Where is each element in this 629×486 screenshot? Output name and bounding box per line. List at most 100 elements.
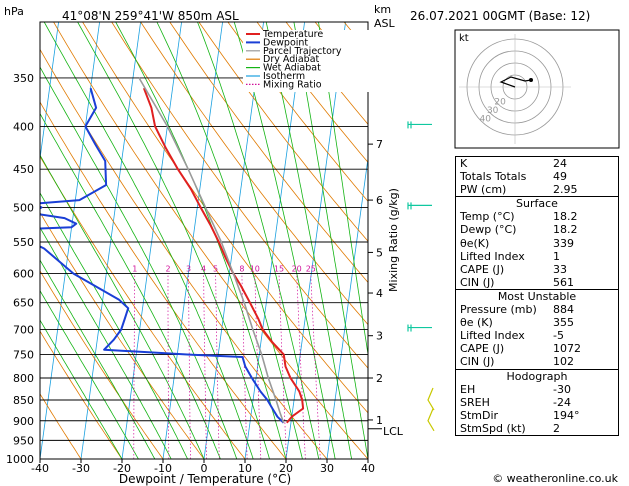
hodograph-kt-label: kt — [459, 33, 469, 44]
lcl-label: LCL — [383, 425, 404, 438]
dry-adiabat-line — [227, 22, 368, 202]
dry-adiabat-line — [40, 155, 246, 459]
index-row: K 24 — [456, 157, 618, 170]
wind-barb-shaft — [427, 387, 435, 411]
x-tick-label: 0 — [201, 462, 208, 475]
hodograph-stat-label: StmSpd (kt) — [460, 421, 526, 435]
hodograph-table-title: Hodograph — [456, 368, 618, 383]
index-label: K — [460, 157, 468, 170]
x-tick-label: -10 — [154, 462, 172, 475]
surface-label: CIN (J) — [460, 275, 495, 289]
plot-area — [40, 22, 368, 459]
hodograph-stat-label: SREH — [460, 395, 490, 409]
hodograph-stat-value: 194° — [553, 408, 580, 422]
mixing-ratio-line — [215, 273, 220, 459]
temperature-axis: -40 -30 -20 -10 0 10 20 30 40 — [31, 459, 375, 475]
surface-label: Dewp (°C) — [460, 223, 517, 237]
legend-entry: Wet Adiabat — [263, 63, 321, 74]
surface-title: Surface — [456, 196, 618, 210]
pressure-tick-label: 450 — [13, 163, 34, 176]
wind-barb — [407, 202, 432, 210]
mixing-ratio-label: 20 — [292, 265, 302, 274]
isotherm-line — [80, 22, 141, 459]
wind-barbs — [407, 121, 435, 432]
km-tick-label: 4 — [376, 287, 383, 300]
most-unstable-label: Pressure (mb) — [460, 303, 537, 317]
isotherm-line — [244, 22, 305, 459]
mixing-ratio-lines — [133, 273, 321, 459]
surface-label: CAPE (J) — [460, 262, 505, 276]
pressure-tick-label: 1000 — [6, 453, 34, 466]
most-unstable-label: Lifted Index — [460, 329, 525, 343]
index-label: Totals Totals — [460, 170, 527, 184]
surface-label: Lifted Index — [460, 249, 525, 263]
pressure-tick-label: 850 — [13, 394, 34, 407]
wet-adiabat-line — [77, 22, 270, 459]
surface-value: 1 — [553, 249, 560, 263]
surface-row: Dewp (°C) 18.2 — [456, 223, 618, 236]
pressure-axis: 350 400 450 500 550 600 650 700 750 800 850 900 950 1… — [6, 72, 34, 466]
x-tick-label: 20 — [279, 462, 293, 475]
series-parcel-trajectory — [138, 77, 285, 424]
km-tick-label: 2 — [376, 372, 383, 385]
legend-entry: Parcel Trajectory — [263, 46, 342, 57]
pressure-tick-label: 500 — [13, 201, 34, 214]
series-temperature — [142, 87, 305, 424]
hodograph-stat-row: EH -30 — [456, 383, 618, 396]
asl-label: ASL — [374, 17, 396, 30]
most-unstable-value: 102 — [553, 355, 574, 369]
mixing-ratio-label: 2 — [165, 265, 170, 274]
surface-label: θe(K) — [460, 236, 490, 250]
datetime-title: 26.07.2021 00GMT (Base: 12) — [410, 9, 590, 23]
most-unstable-value: 355 — [553, 316, 574, 330]
hodograph-stat-row: StmDir 194° — [456, 409, 618, 422]
mixing-ratio-line — [188, 273, 191, 459]
isotherm-line — [326, 155, 368, 459]
dry-adiabat-line — [256, 22, 368, 163]
wind-barb — [407, 324, 432, 332]
x-tick-label: -30 — [72, 462, 90, 475]
mixing-ratio-axis-label: Mixing Ratio (g/kg) — [387, 188, 400, 292]
most-unstable-row: Lifted Index -5 — [456, 329, 618, 342]
surface-value: 18.2 — [553, 223, 578, 237]
hodograph-stat-value: -30 — [553, 382, 571, 396]
hodograph-ring-label: 30 — [487, 106, 499, 116]
index-row: PW (cm) 2.95 — [456, 183, 618, 196]
mixing-ratio-label: 3 — [186, 265, 191, 274]
surface-value: 33 — [553, 262, 567, 276]
pressure-tick-label: 950 — [13, 434, 34, 447]
location-title: 41°08'N 259°41'W 850m ASL — [62, 9, 239, 23]
isotherm-line — [203, 22, 264, 459]
surface-value: 18.2 — [553, 210, 578, 224]
most-unstable-value: -5 — [553, 329, 564, 343]
most-unstable-label: θe (K) — [460, 316, 493, 330]
km-tick-label: 7 — [376, 138, 383, 151]
pressure-tick-label: 700 — [13, 324, 34, 337]
mixing-ratio-label: 1 — [132, 265, 137, 274]
surface-value: 561 — [553, 275, 574, 289]
isotherm-line — [40, 22, 100, 459]
most-unstable-row: CIN (J) 102 — [456, 355, 618, 368]
km-tick-label: 3 — [376, 330, 383, 343]
mixing-ratio-label: 15 — [274, 265, 284, 274]
index-value: 2.95 — [553, 183, 578, 197]
profile-series — [40, 77, 305, 424]
hodograph-stat-value: -24 — [553, 395, 571, 409]
most-unstable-value: 884 — [553, 303, 574, 317]
hodograph-stat-row: StmSpd (kt) 2 — [456, 422, 618, 435]
wet-adiabat-line — [40, 319, 123, 459]
pressure-tick-label: 650 — [13, 297, 34, 310]
pressure-tick-label: 750 — [13, 349, 34, 362]
x-tick-label: 10 — [238, 462, 252, 475]
pressure-tick-label: 550 — [13, 236, 34, 249]
dry-adiabat-line — [169, 22, 368, 284]
km-tick-label: 1 — [376, 414, 383, 427]
most-unstable-row: CAPE (J) 1072 — [456, 342, 618, 355]
mixing-ratio-line — [203, 273, 207, 459]
mixing-ratio-label: 5 — [213, 265, 218, 274]
km-tick-label: 5 — [376, 246, 383, 259]
hodograph-frame — [454, 29, 620, 149]
